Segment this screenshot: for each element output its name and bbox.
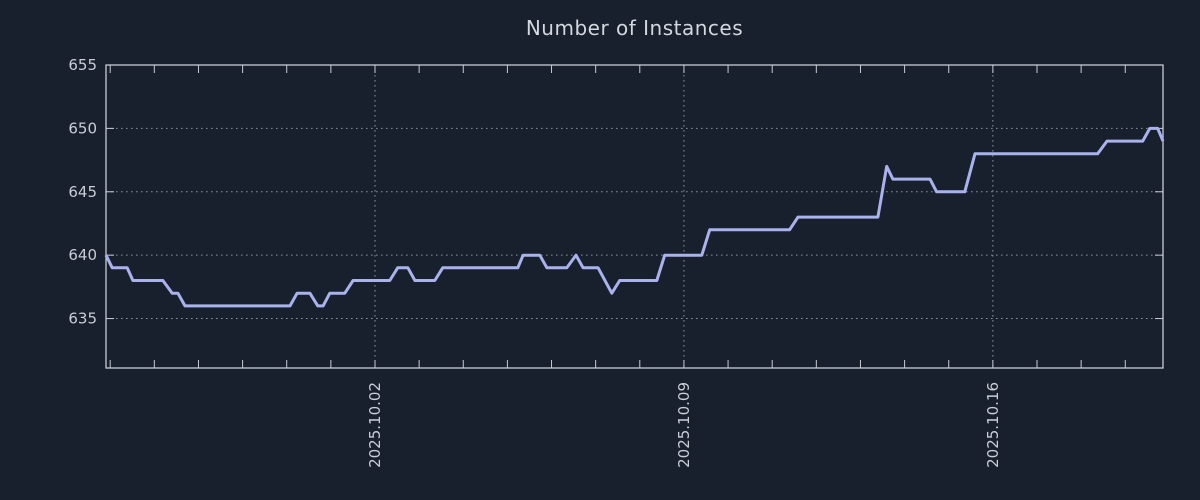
x-axis-date-label: 2025.10.09 (675, 382, 693, 468)
x-axis-date-label: 2025.10.16 (984, 382, 1002, 468)
y-axis-tick-label: 655 (68, 56, 97, 74)
plot-border (105, 64, 1164, 369)
y-axis-tick-label: 645 (68, 183, 97, 201)
y-axis-tick-label: 635 (68, 310, 97, 328)
x-axis-date-label: 2025.10.02 (366, 382, 384, 468)
series-line-instances (104, 126, 1165, 308)
y-axis-tick-label: 650 (68, 119, 97, 137)
y-axis-tick-label: 640 (68, 246, 97, 264)
chart-title: Number of Instances (525, 16, 744, 40)
